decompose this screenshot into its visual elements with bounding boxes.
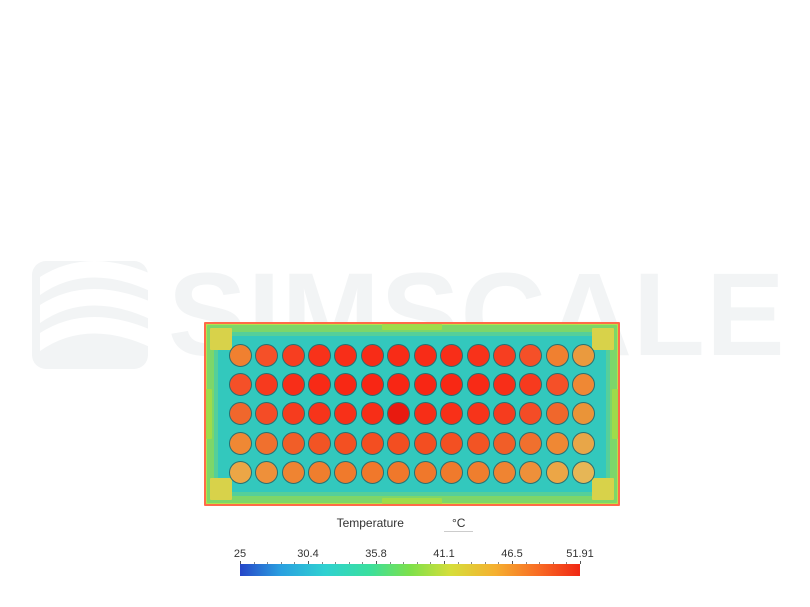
legend-title: Temperature (337, 516, 404, 530)
battery-cell (519, 402, 542, 425)
battery-cell (334, 373, 357, 396)
battery-cell (493, 461, 516, 484)
battery-cell (361, 432, 384, 455)
battery-cell (282, 344, 305, 367)
battery-cell (467, 432, 490, 455)
battery-cell (414, 461, 437, 484)
edge-tab-top (382, 324, 442, 330)
battery-cell (387, 344, 410, 367)
battery-cell (361, 344, 384, 367)
legend-unit: °C (444, 516, 473, 532)
battery-cell (282, 373, 305, 396)
battery-cell (361, 461, 384, 484)
battery-cell (308, 344, 331, 367)
battery-cell (467, 373, 490, 396)
battery-cell (440, 432, 463, 455)
battery-cell (361, 373, 384, 396)
battery-cell (546, 461, 569, 484)
battery-cell (282, 432, 305, 455)
battery-cell (440, 461, 463, 484)
legend-tick-labels: 2530.435.841.146.551.91 (240, 548, 580, 562)
battery-cell (414, 344, 437, 367)
battery-cell (519, 461, 542, 484)
battery-cell (282, 402, 305, 425)
legend-tick-label: 41.1 (433, 548, 454, 560)
battery-cell (229, 344, 252, 367)
battery-cell (255, 402, 278, 425)
battery-cell (546, 402, 569, 425)
battery-cell (467, 344, 490, 367)
battery-cell (572, 432, 595, 455)
battery-cell (572, 402, 595, 425)
battery-cell (414, 373, 437, 396)
battery-cell (308, 402, 331, 425)
battery-cell (334, 432, 357, 455)
thermal-heatmap (204, 322, 620, 506)
edge-tab-left (206, 389, 212, 439)
battery-cell (493, 373, 516, 396)
battery-cell (519, 344, 542, 367)
edge-tab-right (612, 389, 618, 439)
battery-cell (440, 402, 463, 425)
battery-cell (572, 373, 595, 396)
battery-cell (334, 461, 357, 484)
cell-grid (228, 342, 596, 486)
battery-cell (467, 402, 490, 425)
battery-cell (334, 402, 357, 425)
battery-cell (387, 432, 410, 455)
battery-cell (282, 461, 305, 484)
battery-cell (440, 373, 463, 396)
legend-tickmarks (240, 561, 580, 579)
battery-cell (255, 373, 278, 396)
battery-cell (440, 344, 463, 367)
battery-cell (546, 344, 569, 367)
battery-cell (467, 461, 490, 484)
battery-cell (308, 373, 331, 396)
battery-cell (414, 432, 437, 455)
battery-cell (493, 432, 516, 455)
battery-cell (229, 402, 252, 425)
battery-cell (414, 402, 437, 425)
battery-cell (519, 432, 542, 455)
battery-cell (387, 373, 410, 396)
battery-cell (255, 344, 278, 367)
battery-cell (572, 344, 595, 367)
battery-cell (334, 344, 357, 367)
battery-cell (308, 461, 331, 484)
legend-tick-label: 25 (234, 548, 246, 560)
edge-tab-bottom (382, 498, 442, 504)
battery-cell (255, 461, 278, 484)
battery-cell (229, 373, 252, 396)
battery-cell (361, 402, 384, 425)
battery-cell (255, 432, 278, 455)
battery-cell (493, 402, 516, 425)
legend-tick-label: 30.4 (297, 548, 318, 560)
legend-title-row: Temperature °C (0, 516, 810, 532)
battery-cell (546, 373, 569, 396)
legend-colorbar (240, 564, 580, 576)
battery-cell (229, 461, 252, 484)
legend-tick-label: 35.8 (365, 548, 386, 560)
legend-tick-label: 46.5 (501, 548, 522, 560)
battery-cell (519, 373, 542, 396)
battery-cell (387, 402, 410, 425)
battery-cell (572, 461, 595, 484)
simscale-logo-icon (30, 255, 150, 375)
legend-tick-label: 51.91 (566, 548, 594, 560)
battery-cell (308, 432, 331, 455)
battery-cell (387, 461, 410, 484)
battery-cell (229, 432, 252, 455)
battery-cell (493, 344, 516, 367)
battery-cell (546, 432, 569, 455)
